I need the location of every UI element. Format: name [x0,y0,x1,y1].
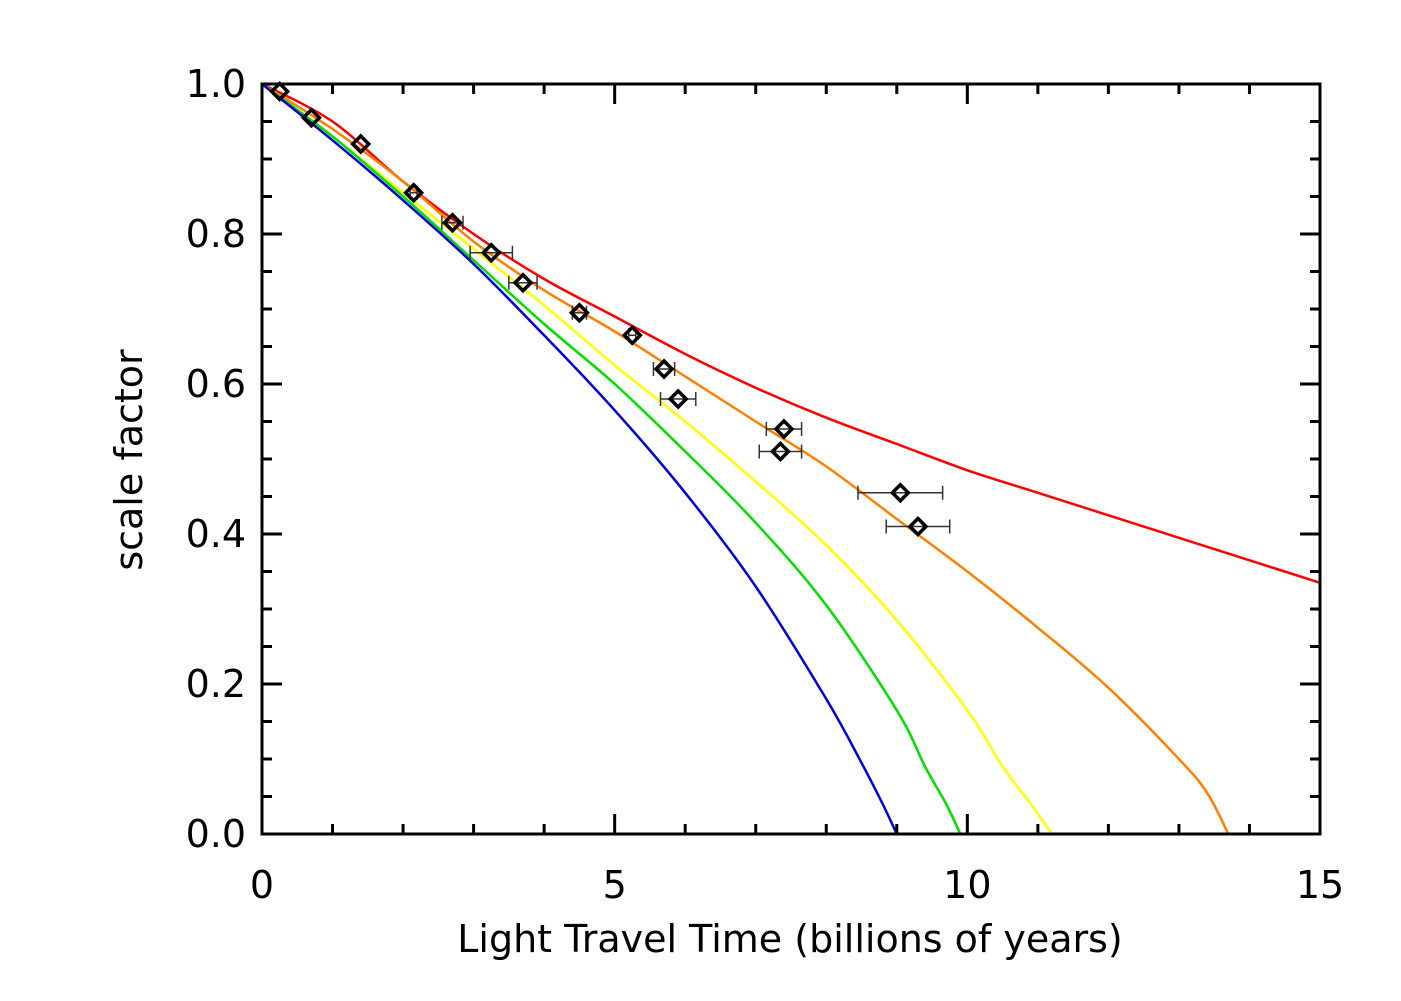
diamond-marker [769,441,791,462]
x-axis-title: Light Travel Time (billions of years) [457,917,1123,961]
data-point [350,133,372,155]
model-curve-4 [261,82,962,835]
data-point [568,302,590,324]
data-points [269,81,951,537]
data-point [269,81,291,102]
diamond-marker [300,107,322,129]
data-point [857,482,944,504]
diamond-marker [621,324,643,346]
y-tick-label: 1.0 [186,62,246,106]
diamond-marker [773,418,795,440]
data-point [441,212,464,234]
x-tick-label: 0 [250,863,274,907]
data-point [508,272,538,294]
diamond-marker [667,388,689,410]
model-curve-5 [261,83,898,835]
model-curve-1 [261,82,1321,584]
data-point [652,358,676,380]
diamond-marker [907,516,929,537]
data-point [300,107,322,129]
diamond-marker [441,212,463,234]
axis-ticks [260,82,1322,836]
diamond-marker [350,133,372,155]
data-point [765,418,803,440]
x-tick-label: 15 [1296,863,1344,907]
y-tick-labels: 0.0 0.2 0.4 0.6 0.8 1.0 [186,62,246,856]
diamond-marker [403,182,425,204]
model-curves [261,82,1321,835]
y-tick-label: 0.4 [186,512,246,556]
data-point [469,242,514,264]
data-point [659,388,697,410]
diamond-marker [568,302,590,324]
data-point [758,441,803,462]
x-tick-label: 5 [603,863,627,907]
diamond-marker [889,482,911,504]
diamond-marker [653,358,675,380]
data-point [403,182,425,204]
x-tick-labels: 0 5 10 15 [250,863,1344,907]
data-point [621,324,643,346]
x-tick-label: 10 [943,863,991,907]
diamond-marker [269,81,291,102]
y-tick-label: 0.6 [186,362,246,406]
y-tick-label: 0.0 [186,812,246,856]
diamond-marker [512,272,534,294]
data-point [885,516,951,537]
y-axis-title: scale factor [107,349,151,571]
y-tick-label: 0.2 [186,662,246,706]
y-tick-label: 0.8 [186,212,246,256]
diamond-marker [480,242,502,264]
model-curve-2 [261,82,1230,835]
